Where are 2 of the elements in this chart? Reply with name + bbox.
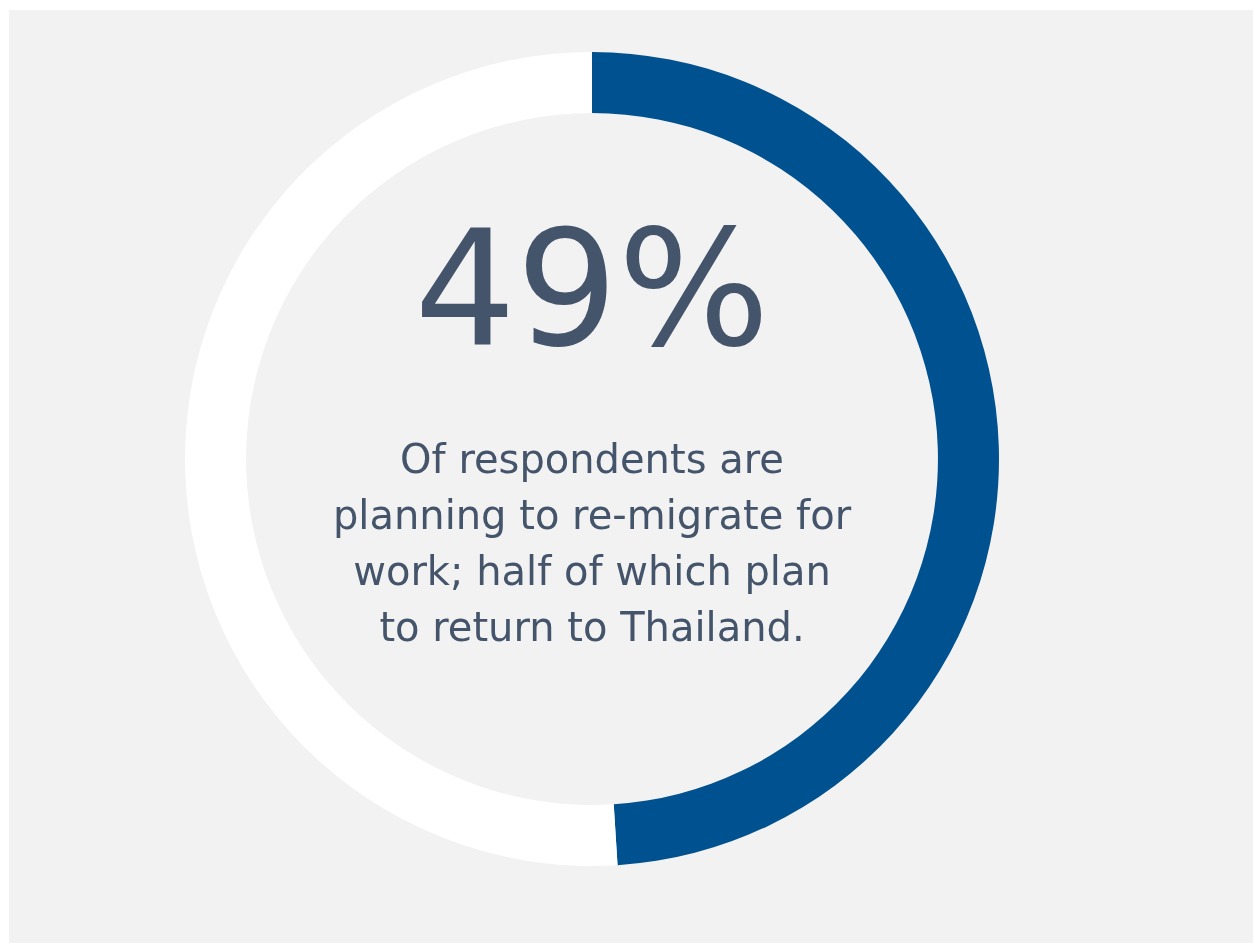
text: Of respondents are planning to re-migrate for work; half of which plan to return to Thailand. [332,436,852,650]
data-label: 49% [414,196,770,383]
